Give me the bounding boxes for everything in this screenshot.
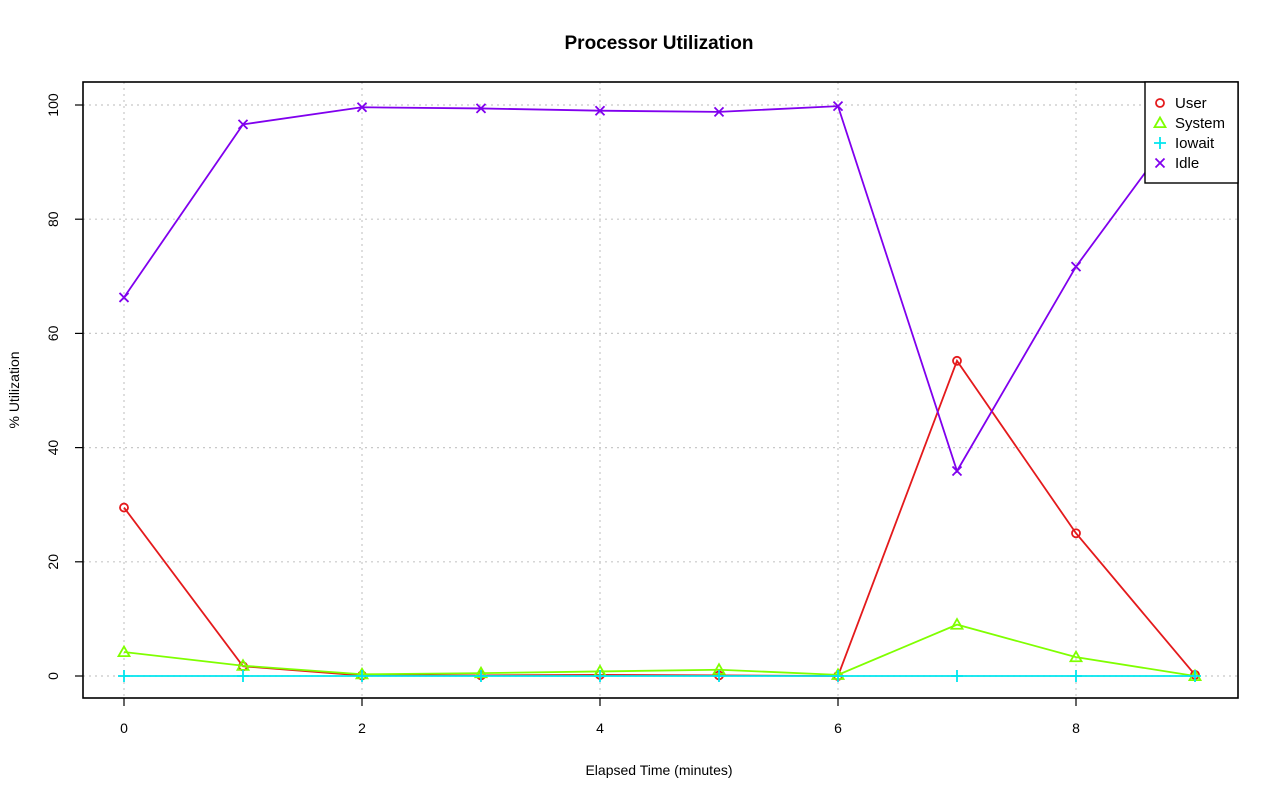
x-tick-label: 0: [120, 720, 128, 736]
series-line-system: [123, 623, 1196, 677]
series-line-user: [123, 358, 1196, 677]
legend-label-user: User: [1175, 95, 1207, 112]
data-point-idle: [594, 105, 606, 116]
x-axis-label: Elapsed Time (minutes): [585, 762, 732, 778]
legend-marker-system: [1152, 115, 1168, 129]
series-line-idle: [123, 104, 1196, 474]
data-point-idle: [356, 102, 368, 113]
y-tick-label: 20: [45, 554, 61, 570]
data-point-user: [1071, 528, 1081, 539]
data-point-idle: [1070, 261, 1082, 272]
legend-label-system: System: [1175, 115, 1225, 132]
data-point-iowait: [1189, 670, 1201, 682]
data-point-iowait: [1070, 670, 1082, 682]
data-point-idle: [475, 103, 487, 114]
plot-frame: [82, 81, 1239, 699]
x-tick-label: 8: [1072, 720, 1080, 736]
data-point-iowait: [832, 670, 844, 682]
data-point-system: [116, 644, 132, 658]
legend-label-idle: Idle: [1175, 155, 1199, 172]
data-point-iowait: [237, 670, 249, 682]
y-tick-label: 40: [45, 440, 61, 456]
series-lines: [116, 99, 1203, 682]
legend: User System Iowait Idle: [1144, 81, 1239, 184]
data-point-system: [949, 617, 965, 630]
data-point-iowait: [713, 670, 725, 682]
data-point-iowait: [356, 670, 368, 682]
legend-marker-idle: [1154, 157, 1166, 169]
y-tick-label: 60: [45, 325, 61, 341]
y-axis-label: % Utilization: [6, 351, 22, 428]
x-tick-label: 2: [358, 720, 366, 736]
legend-label-iowait: Iowait: [1175, 135, 1215, 152]
data-point-idle: [237, 119, 249, 130]
data-point-idle: [951, 465, 963, 477]
series-idle: [118, 99, 1201, 477]
grid-lines: [83, 82, 1238, 698]
y-tick-label: 80: [45, 211, 61, 227]
y-tick-label: 100: [45, 93, 61, 117]
data-point-user: [119, 502, 129, 513]
x-tick-label: 4: [596, 720, 604, 736]
data-point-iowait: [594, 670, 606, 682]
data-point-iowait: [118, 670, 130, 682]
series-iowait: [118, 670, 1201, 682]
data-point-user: [952, 355, 962, 366]
data-point-iowait: [951, 670, 963, 682]
chart-title: Processor Utilization: [565, 33, 754, 54]
data-point-system: [1068, 649, 1084, 663]
data-point-idle: [118, 292, 130, 303]
legend-marker-user: [1155, 98, 1165, 108]
data-point-iowait: [475, 670, 487, 682]
x-tick-label: 6: [834, 720, 842, 736]
legend-marker-iowait: [1154, 137, 1166, 149]
data-point-system: [235, 658, 251, 671]
data-point-idle: [713, 106, 725, 117]
series-user: [119, 355, 1200, 681]
data-point-idle: [832, 101, 844, 112]
series-system: [116, 617, 1203, 682]
y-tick-label: 0: [45, 672, 61, 680]
